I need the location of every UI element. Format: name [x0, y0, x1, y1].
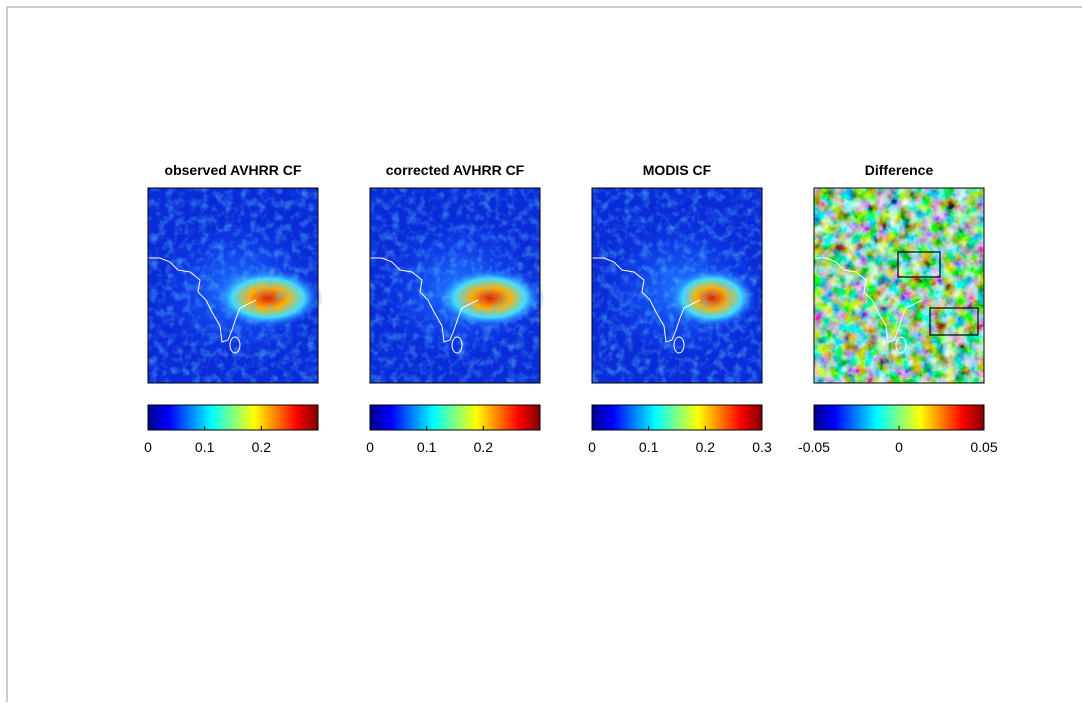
map-noise [814, 188, 984, 383]
colorbar-tick-label: 0 [366, 439, 374, 455]
coastline [814, 257, 923, 343]
coastline [148, 257, 257, 343]
coastline [451, 336, 463, 354]
panel-title: Difference [865, 162, 934, 178]
colorbar-tick-label: 0.1 [417, 439, 437, 455]
map [369, 187, 545, 384]
colorbar-tick-label: 0.3 [752, 439, 772, 455]
colorbar [369, 404, 541, 431]
colorbar [813, 404, 985, 431]
panel-title: MODIS CF [643, 162, 712, 178]
map-frame [813, 187, 985, 384]
map [813, 187, 985, 384]
colorbar-tick-label: 0 [588, 439, 596, 455]
map-frame [591, 187, 763, 384]
panel-title: observed AVHRR CF [165, 162, 302, 178]
coastline [229, 336, 241, 354]
map [591, 187, 763, 384]
panel-title: corrected AVHRR CF [386, 162, 525, 178]
colorbar-tick-label: 0 [895, 439, 903, 455]
colorbar [591, 404, 763, 431]
coastline [673, 336, 685, 354]
colorbar [147, 404, 319, 431]
colorbar-tick-label: 0.1 [639, 439, 659, 455]
highlight-box [897, 251, 941, 278]
map-noise [370, 188, 540, 383]
map-noise [148, 188, 318, 383]
coastline [592, 257, 701, 343]
colorbar-tick-label: 0 [144, 439, 152, 455]
coastline [370, 257, 479, 343]
map [147, 187, 323, 384]
colorbar-tick-label: 0.1 [195, 439, 215, 455]
colorbar-tick-label: 0.2 [252, 439, 272, 455]
colorbar-tick-label: 0.2 [474, 439, 494, 455]
colorbar-tick-label: 0.05 [970, 439, 997, 455]
colorbar-tick-label: 0.2 [696, 439, 716, 455]
highlight-box [929, 307, 979, 336]
map-noise [592, 188, 762, 383]
map-frame [147, 187, 319, 384]
colorbar-tick-label: -0.05 [798, 439, 830, 455]
coastline [895, 336, 907, 354]
map-frame [369, 187, 541, 384]
